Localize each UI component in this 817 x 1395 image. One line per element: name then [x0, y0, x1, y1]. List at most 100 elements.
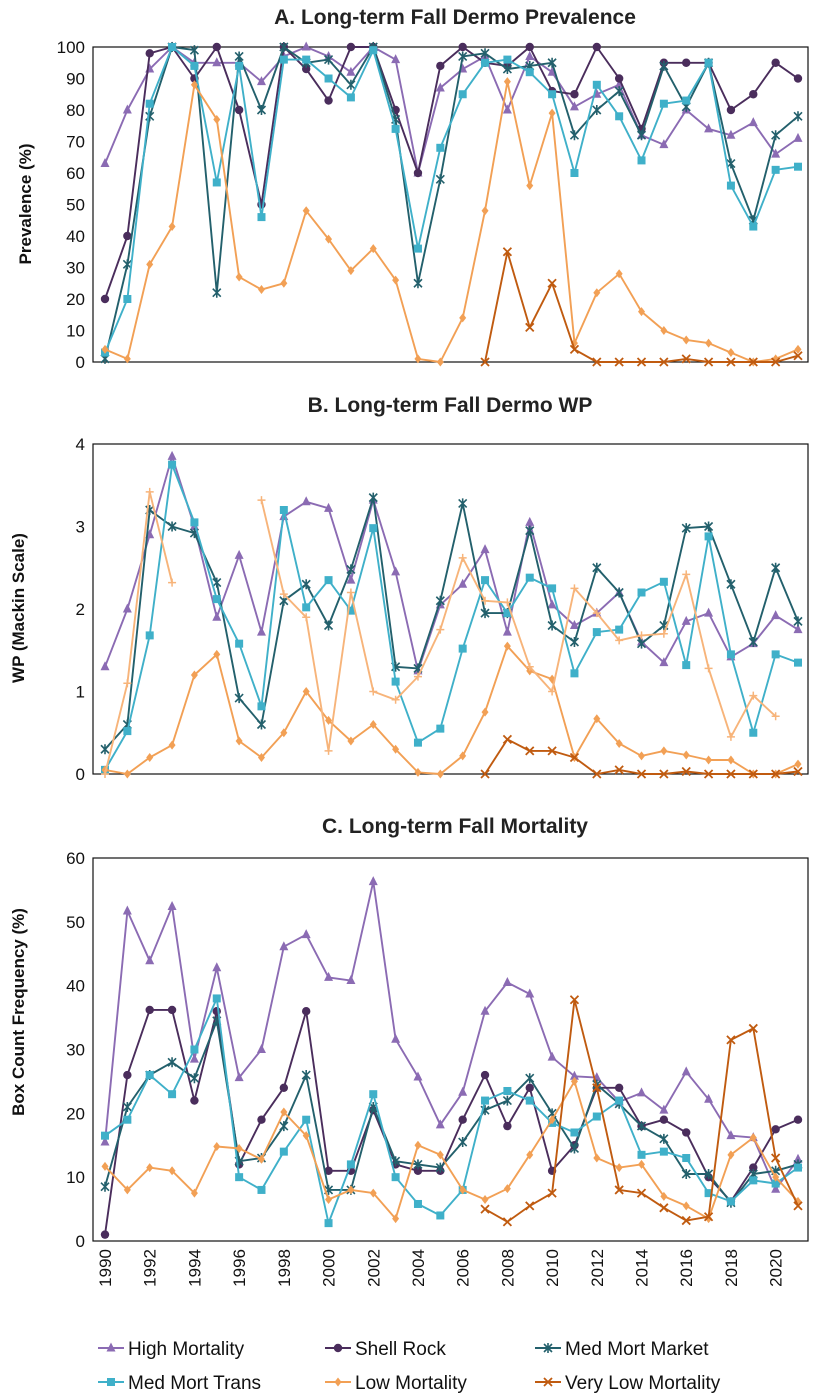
data-point-med-mort-market — [189, 45, 199, 56]
data-point-high-mortality — [100, 661, 110, 671]
data-point-shell-rock — [212, 42, 221, 52]
data-point-med-mort-trans — [525, 68, 534, 77]
data-point-med-mort-trans — [190, 61, 199, 70]
legend-item-shell-rock: Shell Rock — [325, 1339, 446, 1360]
data-point-med-mort-market — [256, 719, 267, 730]
data-point-shell-rock — [458, 1115, 467, 1124]
data-point-extra — [548, 687, 557, 696]
y-tick-label: 40 — [66, 227, 85, 246]
data-point-med-mort-trans — [436, 1211, 445, 1220]
data-point-med-mort-market — [636, 1121, 647, 1132]
data-point-very-low-mortality — [525, 746, 535, 756]
y-tick-label: 20 — [66, 1104, 85, 1123]
data-point-med-mort-market — [569, 1143, 580, 1154]
data-point-shell-rock — [592, 42, 602, 52]
data-point-med-mort-trans — [592, 628, 601, 637]
data-point-med-mort-trans — [637, 1150, 646, 1159]
data-point-med-mort-trans — [458, 90, 467, 99]
data-point-med-mort-trans — [771, 165, 780, 174]
data-point-very-low-mortality — [659, 769, 669, 779]
data-point-med-mort-trans — [346, 1160, 355, 1169]
x-tick-label: 1992 — [141, 1249, 160, 1287]
data-point-med-mort-trans — [749, 222, 758, 231]
series-line-med-mort-market — [104, 1019, 799, 1204]
data-point-low-mortality — [369, 244, 377, 254]
data-point-extra — [413, 672, 422, 681]
data-point-med-mort-market — [793, 616, 803, 627]
panel-a-ylabel: Prevalence (%) — [16, 144, 35, 265]
data-point-med-mort-trans — [704, 532, 713, 541]
data-point-med-mort-market — [704, 1168, 714, 1179]
data-point-low-mortality — [213, 1142, 221, 1152]
data-point-med-mort-trans — [145, 1071, 154, 1080]
data-point-shell-rock — [279, 1083, 289, 1093]
data-point-low-mortality — [213, 649, 221, 659]
data-point-med-mort-trans — [458, 644, 467, 653]
data-point-med-mort-trans — [704, 58, 713, 67]
data-point-high-mortality — [748, 117, 758, 127]
data-point-high-mortality — [256, 76, 266, 86]
x-tick-label: 2006 — [454, 1249, 473, 1287]
data-point-very-low-mortality — [569, 995, 580, 1005]
data-point-low-mortality — [146, 259, 154, 269]
data-point-low-mortality — [257, 285, 265, 295]
data-point-med-mort-trans — [145, 631, 154, 640]
data-point-med-mort-market — [592, 562, 602, 573]
data-point-med-mort-trans — [145, 99, 154, 108]
data-point-med-mort-trans — [391, 124, 400, 133]
data-point-low-mortality — [190, 670, 198, 680]
data-point-low-mortality — [548, 1115, 556, 1125]
data-point-med-mort-trans — [168, 43, 177, 51]
data-point-low-mortality — [526, 1150, 534, 1160]
data-point-very-low-mortality — [703, 357, 714, 367]
data-point-low-mortality — [794, 344, 802, 354]
data-point-med-mort-trans — [704, 1189, 713, 1198]
data-point-med-mort-market — [659, 60, 669, 71]
data-point-very-low-mortality — [569, 752, 580, 763]
data-point-low-mortality — [392, 275, 400, 285]
legend-label: Very Low Mortality — [565, 1373, 721, 1394]
data-point-shell-rock — [749, 90, 758, 99]
data-point-med-mort-trans — [615, 625, 624, 634]
data-point-shell-rock — [503, 1121, 512, 1131]
data-point-shell-rock — [480, 1070, 490, 1080]
data-point-very-low-mortality — [502, 1217, 513, 1227]
data-point-med-mort-market — [279, 42, 289, 52]
data-point-shell-rock — [413, 168, 423, 178]
data-point-med-mort-market — [793, 111, 803, 122]
data-point-high-mortality — [525, 516, 535, 526]
legend-item-med-mort-market: Med Mort Market — [535, 1339, 709, 1360]
data-point-high-mortality — [212, 57, 222, 67]
data-point-med-mort-trans — [212, 178, 221, 187]
data-point-low-mortality — [615, 1163, 623, 1173]
data-point-med-mort-trans — [436, 724, 445, 733]
legend-marker — [107, 1378, 115, 1386]
data-point-shell-rock — [234, 105, 244, 115]
data-point-low-mortality — [369, 1188, 377, 1198]
data-point-med-mort-trans — [548, 584, 557, 593]
panel-b-plot: 0 1 2 3 4 — [76, 435, 803, 784]
data-point-shell-rock — [324, 96, 333, 105]
legend-marker — [334, 1377, 342, 1387]
data-point-extra — [570, 584, 579, 593]
data-point-low-mortality — [459, 1185, 467, 1195]
y-tick-label: 100 — [57, 38, 85, 57]
data-point-med-mort-trans — [794, 658, 802, 667]
data-point-extra — [481, 596, 490, 605]
data-point-high-mortality — [122, 603, 132, 613]
data-point-very-low-mortality — [614, 1185, 624, 1195]
legend-label: High Mortality — [128, 1339, 245, 1360]
data-point-med-mort-market — [323, 54, 334, 65]
data-point-high-mortality — [324, 971, 334, 981]
data-point-med-mort-market — [502, 1095, 512, 1106]
data-point-med-mort-market — [279, 1121, 289, 1132]
data-point-med-mort-market — [771, 562, 781, 573]
data-point-low-mortality — [414, 767, 422, 777]
data-point-high-mortality — [145, 955, 155, 965]
data-point-high-mortality — [547, 1051, 557, 1061]
data-point-shell-rock — [682, 1128, 691, 1137]
data-point-med-mort-market — [704, 521, 714, 532]
data-point-med-mort-trans — [682, 1154, 691, 1163]
data-point-high-mortality — [659, 139, 669, 149]
data-point-low-mortality — [459, 751, 467, 761]
